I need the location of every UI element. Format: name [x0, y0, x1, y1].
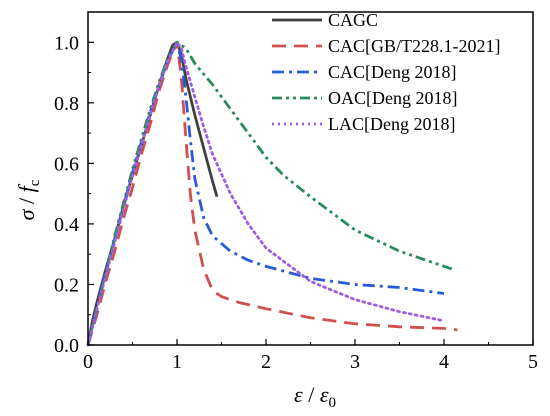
legend-label-4: OAC[Deng 2018] — [328, 88, 457, 108]
series-line-5 — [86, 40, 446, 347]
x-tick-label: 5 — [528, 351, 538, 373]
ticks-layer: 0 1 2 3 4 5 0.0 0.2 0.4 0.6 0.8 1.0 — [54, 11, 538, 373]
x-axis-label-subscript: 0 — [328, 395, 336, 411]
y-tick-label: 0.6 — [54, 153, 79, 175]
y-tick-label: 0.2 — [54, 274, 79, 296]
x-tick-label: 3 — [350, 351, 360, 373]
legend-label-5: LAC[Deng 2018] — [328, 114, 455, 134]
x-axis-label-main: ε — [294, 382, 303, 407]
y-tick-label: 0.0 — [54, 335, 79, 357]
y-axis-label-symbol: f — [14, 183, 39, 192]
legend-label-1: CAGC — [328, 10, 378, 30]
y-tick-label: 0.4 — [54, 214, 79, 236]
series-line-2 — [86, 40, 458, 346]
y-axis-label-sep: / — [14, 192, 39, 209]
series-line-3 — [86, 40, 445, 346]
x-axis-label-symbol: ε — [320, 382, 329, 407]
x-tick-label: 1 — [172, 351, 182, 373]
y-tick-label: 0.8 — [54, 93, 79, 115]
y-axis-label-subscript: c — [27, 179, 43, 186]
plot-frame — [87, 11, 534, 346]
y-axis-label-main: σ — [14, 208, 39, 220]
series-line-4 — [86, 40, 454, 346]
series-layer — [86, 40, 458, 347]
x-axis-label-sep: / — [303, 382, 320, 407]
legend-label-2: CAC[GB/T228.1-2021] — [328, 36, 501, 56]
legend: CAGC CAC[GB/T228.1-2021] CAC[Deng 2018] OAC… — [272, 10, 501, 134]
legend-label-3: CAC[Deng 2018] — [328, 62, 457, 82]
y-tick-label: 1.0 — [54, 32, 79, 54]
x-tick-label: 4 — [439, 351, 449, 373]
x-tick-label: 0 — [83, 351, 93, 373]
x-axis-label: ε / ε0 — [294, 382, 336, 411]
y-axis-label: σ / fc — [14, 179, 43, 220]
x-tick-label: 2 — [261, 351, 271, 373]
